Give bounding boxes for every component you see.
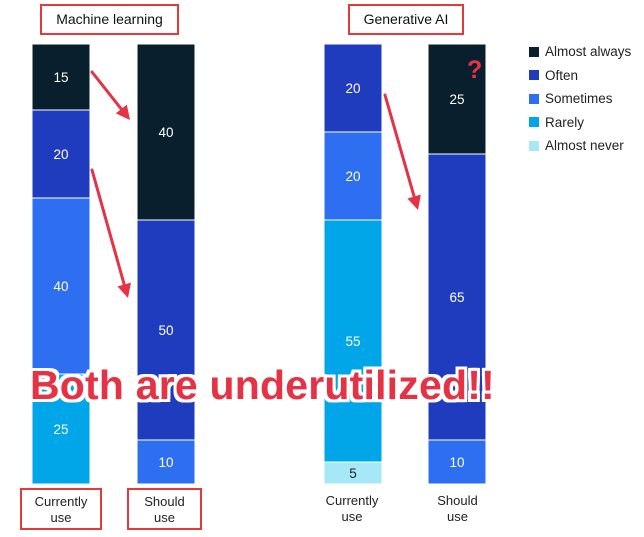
bar-segment <box>136 43 196 221</box>
bar-value-label: 10 <box>449 455 464 470</box>
arrow-shaft <box>90 168 126 287</box>
bar-value-label: 55 <box>345 334 360 349</box>
legend-item-almost-never: Almost never <box>529 134 631 158</box>
xlabel-line: use <box>50 510 72 525</box>
ml-xlabel-should-use: Should use <box>127 488 202 530</box>
bar-value-label: 10 <box>158 455 173 470</box>
xlabel-line: Currently <box>325 493 379 508</box>
legend-label: Sometimes <box>545 91 613 107</box>
bar-value-label: 25 <box>449 92 464 107</box>
bar-segment <box>323 131 383 221</box>
legend: Almost always Often Sometimes Rarely Alm… <box>529 40 631 158</box>
legend-item-often: Often <box>529 64 631 88</box>
bar-segment <box>31 197 91 375</box>
bar-segment <box>31 373 91 485</box>
legend-item-sometimes: Sometimes <box>529 87 631 111</box>
xlabel-line: use <box>154 510 175 525</box>
bar-value-label: 40 <box>158 125 173 140</box>
bar-segment <box>427 439 487 485</box>
xlabel-line: use <box>447 509 468 524</box>
bar-segment <box>31 43 91 111</box>
genai-xlabel-should-use: Should use <box>420 493 495 525</box>
legend-label: Almost never <box>545 138 624 154</box>
bar-value-label: 50 <box>158 323 173 338</box>
annotation-arrows <box>90 70 421 298</box>
xlabel-line: Currently <box>34 494 88 509</box>
headline-annotation: Both are underutilized!! <box>30 362 495 408</box>
arrow-shaft <box>90 70 123 111</box>
arrow-head <box>407 194 421 210</box>
legend-label: Rarely <box>545 114 585 130</box>
ml-xlabel-currently-use: Currently use <box>20 488 102 530</box>
bar-value-label: 15 <box>53 70 68 85</box>
bar-segment <box>136 219 196 441</box>
bar-segment <box>136 439 196 485</box>
bar-segment <box>323 219 383 463</box>
genai-chart-title: Generative AI <box>348 4 464 35</box>
bar-value-label: 20 <box>345 81 360 96</box>
bar-segment <box>427 153 487 441</box>
bar-value-label: 25 <box>53 422 68 437</box>
legend-item-almost-always: Almost always <box>529 40 631 64</box>
xlabel-line: use <box>341 509 363 524</box>
bar-value-label: 5 <box>349 466 357 481</box>
xlabel-line: Should <box>144 494 185 509</box>
legend-swatch <box>529 93 539 104</box>
legend-swatch <box>529 140 539 151</box>
xlabel-line: Should <box>437 493 478 508</box>
legend-swatch <box>529 46 539 57</box>
bar-value-label: 20 <box>53 147 68 162</box>
arrow-head <box>117 282 131 298</box>
arrow-head <box>115 104 130 120</box>
legend-label: Often <box>545 67 579 83</box>
bar-value-label: 40 <box>53 279 68 294</box>
legend-swatch <box>529 70 539 81</box>
bar-value-label: 65 <box>449 290 464 305</box>
bar-segment <box>427 43 487 155</box>
genai-xlabel-currently-use: Currently use <box>312 493 392 525</box>
ml-chart-title: Machine learning <box>40 4 179 35</box>
legend-label: Almost always <box>545 44 632 60</box>
bar-segment <box>323 43 383 133</box>
legend-item-rarely: Rarely <box>529 111 631 135</box>
question-mark-annotation: ? <box>467 56 483 84</box>
bar-segment <box>323 461 383 485</box>
arrow-shaft <box>383 93 416 199</box>
bar-value-label: 20 <box>345 169 360 184</box>
legend-swatch <box>529 117 539 128</box>
